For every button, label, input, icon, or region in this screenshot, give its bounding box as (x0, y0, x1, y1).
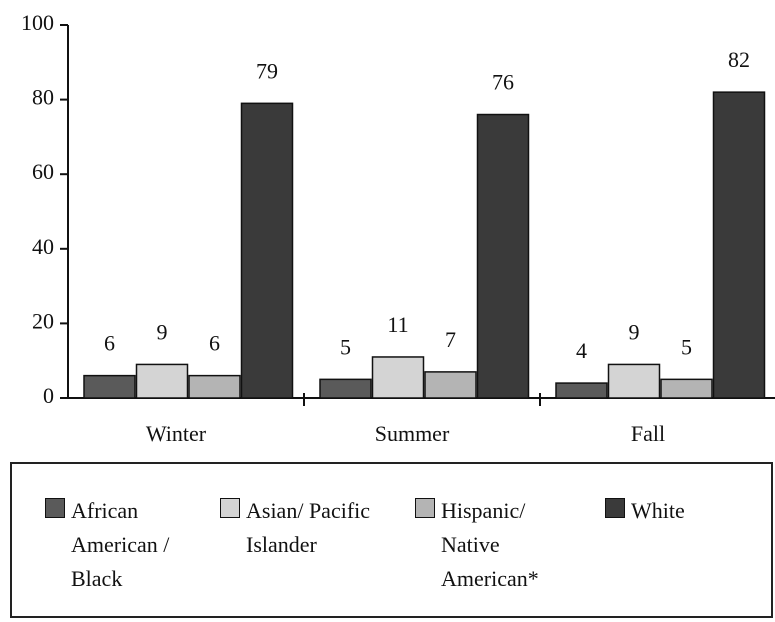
y-tick-label: 0 (43, 383, 54, 408)
data-label: 5 (681, 334, 692, 359)
bar (83, 374, 136, 399)
bar (660, 378, 713, 399)
bar (188, 374, 241, 399)
x-tick-label: Fall (631, 421, 665, 446)
bar (476, 113, 530, 399)
legend-swatch (45, 498, 65, 518)
y-tick-label: 40 (32, 234, 54, 259)
bar (135, 363, 189, 399)
legend-label: White (631, 498, 685, 523)
bar (555, 382, 608, 399)
legend: African American / Black Asian/ Pacific I… (10, 462, 773, 618)
legend-item: White (605, 494, 741, 528)
y-tick-label: 80 (32, 85, 54, 110)
legend-label: African American / Black (71, 498, 170, 591)
data-label: 79 (256, 58, 278, 83)
bar (319, 378, 372, 399)
bar (607, 363, 661, 399)
data-label: 5 (340, 334, 351, 359)
data-label: 82 (728, 47, 750, 72)
data-label: 76 (492, 70, 514, 95)
data-label: 6 (104, 331, 115, 356)
x-tick-label: Summer (375, 421, 450, 446)
legend-swatch (220, 498, 240, 518)
data-label: 11 (387, 312, 408, 337)
legend-swatch (605, 498, 625, 518)
data-label: 9 (629, 319, 640, 344)
bar (240, 102, 294, 399)
bar (371, 356, 425, 399)
legend-label: Asian/ Pacific Islander (246, 498, 371, 557)
data-label: 6 (209, 331, 220, 356)
bar (712, 91, 766, 399)
data-label: 7 (445, 327, 456, 352)
y-tick-label: 100 (21, 10, 54, 35)
x-tick-label: Winter (146, 421, 207, 446)
legend-label: Hispanic/ Native American* (441, 498, 539, 591)
bar (424, 371, 477, 399)
data-label: 9 (157, 319, 168, 344)
legend-swatch (415, 498, 435, 518)
data-label: 4 (576, 338, 587, 363)
legend-item: African American / Black (45, 494, 196, 596)
chart: 0 20 40 60 80 100 Winter 6 9 6 79 Summer 5 11 7 76 Fall 4… (21, 10, 775, 446)
legend-item: Hispanic/ Native American* (415, 494, 566, 596)
y-tick-label: 20 (32, 308, 54, 333)
legend-item: Asian/ Pacific Islander (220, 494, 371, 562)
y-tick-label: 60 (32, 159, 54, 184)
